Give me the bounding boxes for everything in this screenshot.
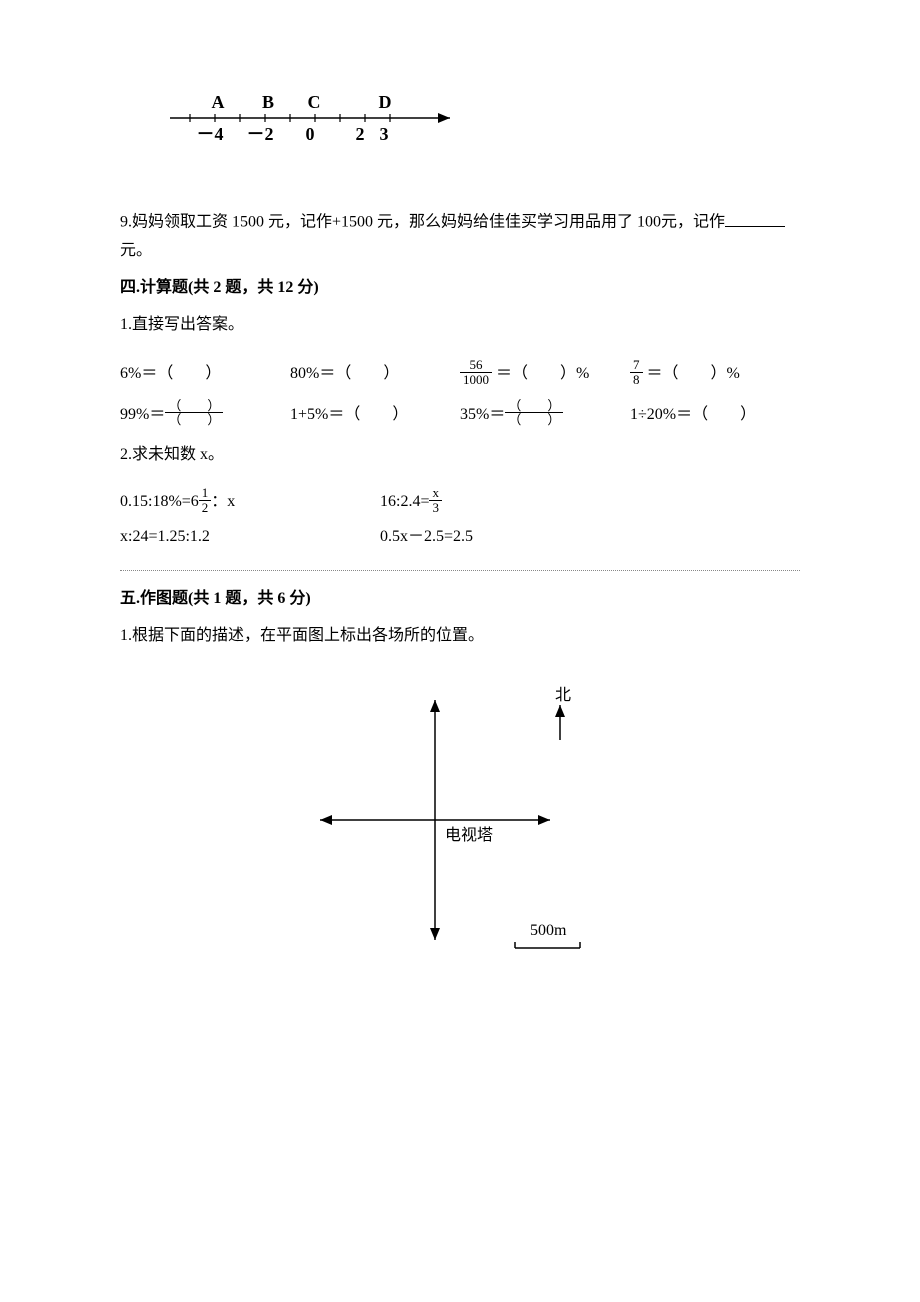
calc-cell: 1÷20%＝（ ） [630,401,800,430]
eq-cell: 16:2.4=x3 [380,488,640,517]
section-5-title: 五.作图题(共 1 题，共 6 分) [120,585,800,614]
eq-cell: 0.5x－2.5=2.5 [380,523,640,552]
svg-text:－2: －2 [247,124,274,144]
svg-text:3: 3 [380,124,389,144]
svg-text:电视塔: 电视塔 [445,826,493,844]
calc-cell: 78 ＝（ ）% [630,360,800,389]
calc-cell: 561000 ＝（ ）% [460,360,630,389]
svg-text:500m: 500m [530,922,567,939]
question-9: 9.妈妈领取工资 1500 元，记作+1500 元，那么妈妈给佳佳买学习用品用了… [120,208,800,266]
svg-text:0: 0 [306,124,315,144]
section-5-q1: 1.根据下面的描述，在平面图上标出各场所的位置。 [120,622,800,651]
q9-blank [725,208,785,227]
eq-row-1: 0.15:18%=612：x16:2.4=x3 [120,488,800,517]
calc-block: 6%＝（ ）80%＝（ ）561000 ＝（ ）%78 ＝（ ）% 99%＝（ … [120,360,800,430]
calc-row-2: 99%＝（ ）（ ）1+5%＝（ ）35%＝（ ）（ ）1÷20%＝（ ） [120,401,800,430]
diagram-wrap: 北电视塔 500m [120,670,800,970]
eq-cell: x:24=1.25:1.2 [120,523,380,552]
calc-cell: 1+5%＝（ ） [290,401,460,430]
calc-cell: 99%＝（ ）（ ） [120,401,290,430]
svg-text:2: 2 [356,124,365,144]
section-4-q1: 1.直接写出答案。 [120,311,800,340]
svg-text:北: 北 [555,686,571,704]
divider [120,570,800,571]
map-diagram-svg: 北电视塔 500m [280,670,640,970]
section-4-title: 四.计算题(共 2 题，共 12 分) [120,274,800,303]
svg-text:C: C [308,92,321,112]
calc-cell: 80%＝（ ） [290,360,460,389]
section-4-q2: 2.求未知数 x。 [120,441,800,470]
calc-row-1: 6%＝（ ）80%＝（ ）561000 ＝（ ）%78 ＝（ ）% [120,360,800,389]
eq-row-2: x:24=1.25:1.20.5x－2.5=2.5 [120,523,800,552]
svg-text:－4: －4 [197,124,224,144]
number-line-figure: A B C D －4 －2 0 23 [120,60,800,200]
calc-cell: 35%＝（ ）（ ） [460,401,630,430]
q9-text-a: 9.妈妈领取工资 1500 元，记作+1500 元，那么妈妈给佳佳买学习用品用了… [120,214,725,231]
q9-text-b: 元。 [120,242,152,259]
calc-cell: 6%＝（ ） [120,360,290,389]
page: A B C D －4 －2 0 23 9.妈妈领取工资 1500 元，记作+1500 元，那么… [0,0,920,1030]
number-line-svg: A B C D －4 －2 0 23 [150,90,470,150]
eq-cell: 0.15:18%=612：x [120,488,380,517]
svg-text:B: B [262,92,274,112]
svg-text:D: D [379,92,392,112]
svg-text:A: A [212,92,225,112]
equation-block: 0.15:18%=612：x16:2.4=x3 x:24=1.25:1.20.5… [120,488,800,552]
